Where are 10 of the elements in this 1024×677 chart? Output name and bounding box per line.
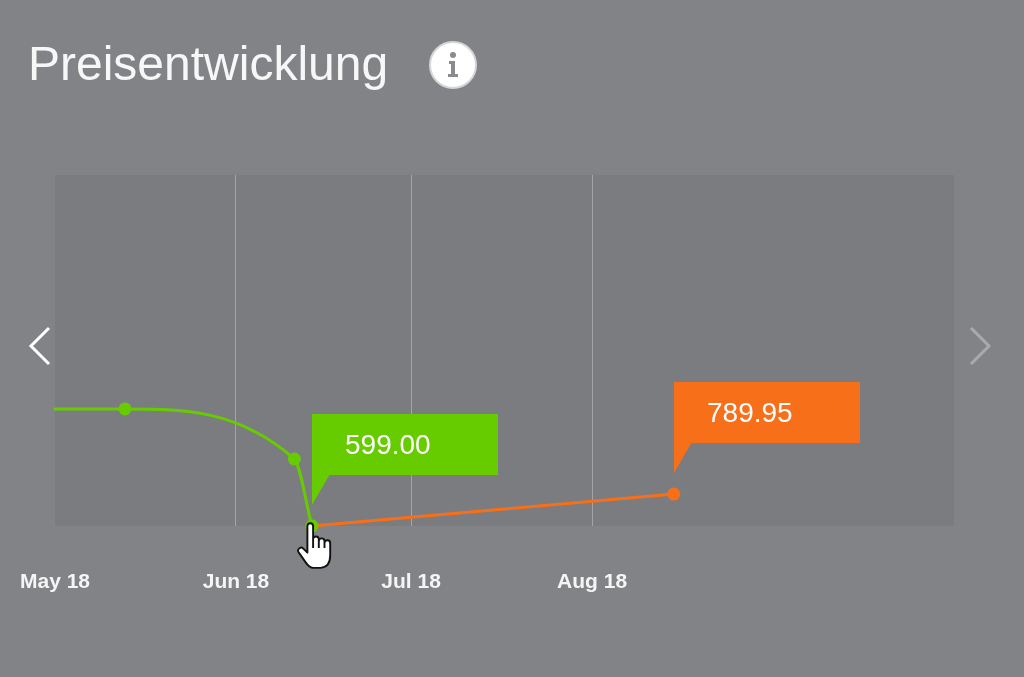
point — [118, 402, 132, 416]
data-label: 789.95 — [707, 396, 793, 430]
data-label: 599.00 — [345, 428, 431, 462]
x-tick-label: Aug 18 — [557, 569, 628, 593]
x-tick-label: Jun 18 — [202, 569, 270, 593]
chart-title: Preisentwicklung — [28, 37, 389, 90]
x-tick-label: Jul 18 — [381, 569, 442, 593]
point — [667, 487, 681, 501]
point — [287, 452, 301, 466]
x-tick-label: May 18 — [19, 569, 91, 593]
